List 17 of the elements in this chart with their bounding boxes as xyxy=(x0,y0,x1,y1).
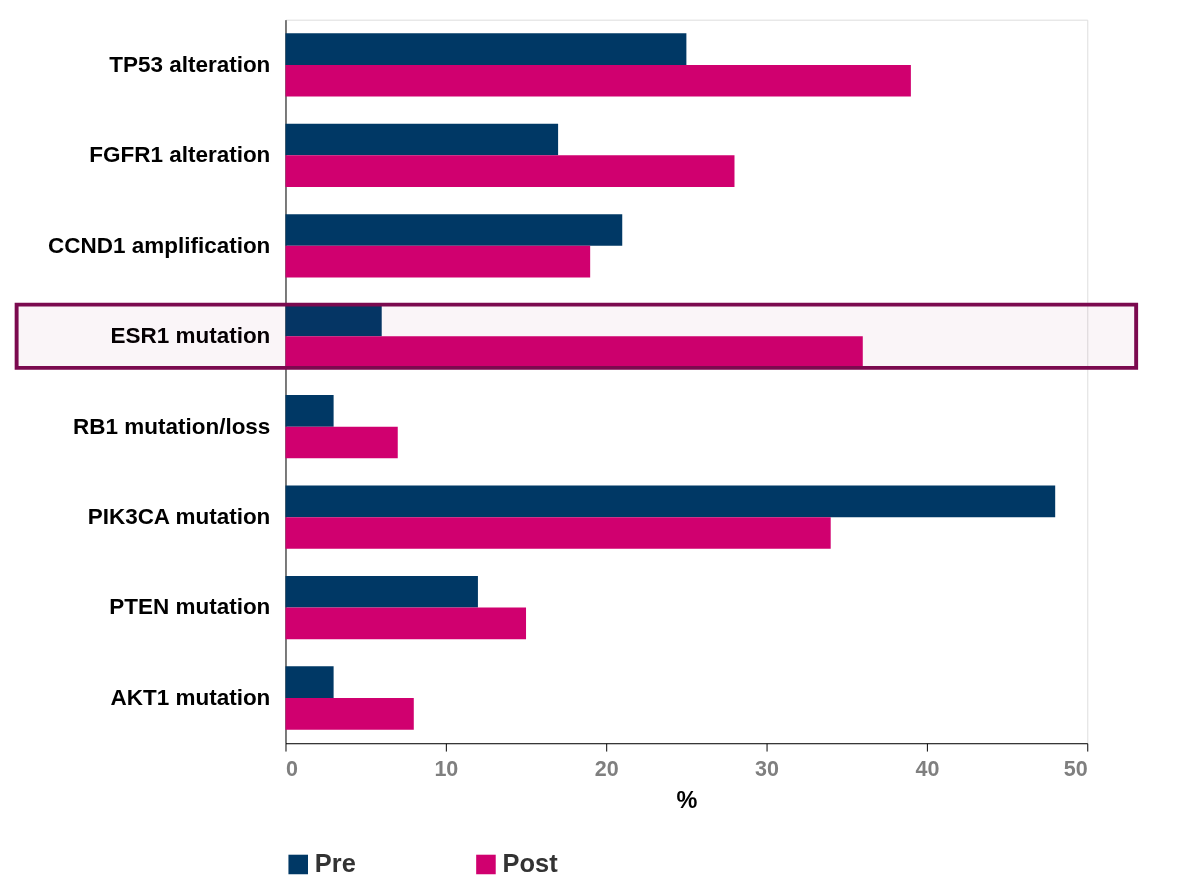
y-tick-label: PIK3CA mutation xyxy=(87,503,271,529)
y-tick-label: FGFR1 alteration xyxy=(89,142,271,168)
legend-label: Post xyxy=(502,849,559,878)
x-axis-title: % xyxy=(676,787,698,814)
y-tick-label: AKT1 mutation xyxy=(110,684,271,710)
y-tick-label: RB1 mutation/loss xyxy=(73,413,271,439)
legend-label: Pre xyxy=(314,849,356,878)
y-tick-label: PTEN mutation xyxy=(109,594,271,620)
x-tick-label: 50 xyxy=(1063,756,1088,781)
x-tick-label: 10 xyxy=(434,756,459,781)
x-tick-label: 30 xyxy=(755,756,780,781)
x-tick-label: 40 xyxy=(915,756,940,781)
x-tick-label: 20 xyxy=(594,756,619,781)
y-tick-label: ESR1 mutation xyxy=(110,323,271,349)
y-tick-label: CCND1 amplification xyxy=(48,232,271,258)
x-tick-label: 0 xyxy=(285,756,298,781)
y-tick-label: TP53 alteration xyxy=(109,51,271,77)
